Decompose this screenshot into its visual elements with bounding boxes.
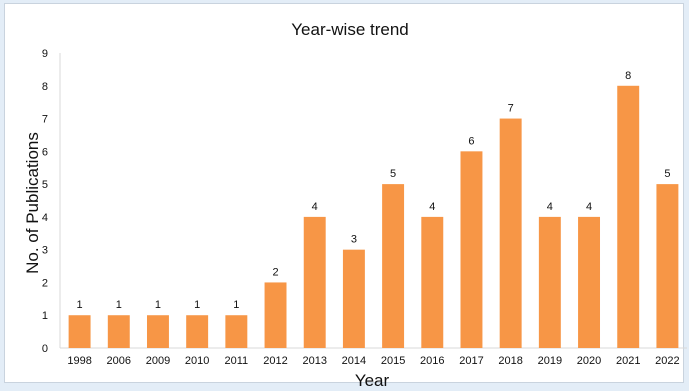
x-tick-label: 2018 bbox=[498, 355, 522, 367]
chart-title: Year-wise trend bbox=[291, 20, 409, 39]
data-label: 6 bbox=[468, 135, 474, 147]
bar bbox=[107, 315, 130, 348]
x-tick-label: 2013 bbox=[302, 355, 326, 367]
y-tick-label: 7 bbox=[42, 114, 48, 126]
bar bbox=[303, 216, 326, 348]
y-tick-label: 3 bbox=[42, 245, 48, 257]
bar bbox=[146, 315, 169, 348]
bar bbox=[264, 282, 287, 348]
data-label: 4 bbox=[547, 201, 553, 213]
data-label: 7 bbox=[508, 103, 514, 115]
bar bbox=[225, 315, 248, 348]
x-tick-label: 2020 bbox=[577, 355, 601, 367]
x-tick-label: 2014 bbox=[342, 355, 366, 367]
data-label: 3 bbox=[351, 234, 357, 246]
data-label: 4 bbox=[429, 201, 435, 213]
bar bbox=[186, 315, 209, 348]
y-tick-label: 5 bbox=[42, 179, 48, 191]
x-tick-label: 1998 bbox=[67, 355, 91, 367]
chart-frame: Year-wise trend Year No. of Publications… bbox=[4, 3, 687, 390]
y-tick-label: 6 bbox=[42, 146, 48, 158]
data-label: 1 bbox=[233, 299, 239, 311]
x-tick-label: 2015 bbox=[381, 355, 405, 367]
data-label: 2 bbox=[272, 266, 278, 278]
x-tick-label: 2011 bbox=[225, 355, 249, 367]
data-label: 4 bbox=[312, 201, 318, 213]
data-label: 5 bbox=[390, 168, 396, 180]
bar bbox=[382, 184, 405, 348]
bar bbox=[617, 85, 640, 349]
y-tick-label: 4 bbox=[42, 212, 48, 224]
x-tick-label: 2022 bbox=[655, 355, 679, 367]
bar bbox=[538, 216, 561, 348]
y-tick-label: 2 bbox=[42, 277, 48, 289]
x-tick-label: 2010 bbox=[185, 355, 209, 367]
bar bbox=[499, 118, 522, 348]
bar bbox=[68, 315, 91, 348]
y-tick-label: 8 bbox=[42, 81, 48, 93]
data-label: 1 bbox=[77, 299, 83, 311]
y-tick-label: 0 bbox=[42, 343, 48, 355]
x-tick-label: 2021 bbox=[616, 355, 640, 367]
x-axis-label: Year bbox=[355, 371, 390, 390]
bar bbox=[460, 151, 483, 348]
x-tick-label: 2019 bbox=[538, 355, 562, 367]
bar bbox=[421, 216, 444, 348]
x-tick-label: 2017 bbox=[459, 355, 483, 367]
data-label: 1 bbox=[116, 299, 122, 311]
data-label: 4 bbox=[586, 201, 592, 213]
y-tick-label: 9 bbox=[42, 48, 48, 60]
x-tick-label: 2016 bbox=[420, 355, 444, 367]
bar-chart: Year-wise trend Year No. of Publications… bbox=[23, 20, 687, 390]
data-label: 1 bbox=[155, 299, 161, 311]
data-label: 8 bbox=[625, 70, 631, 82]
y-axis-label: No. of Publications bbox=[23, 132, 42, 274]
y-tick-label: 1 bbox=[42, 310, 48, 322]
x-tick-label: 2006 bbox=[107, 355, 131, 367]
data-label: 5 bbox=[664, 168, 670, 180]
bar bbox=[342, 249, 365, 348]
data-label: 1 bbox=[194, 299, 200, 311]
x-tick-label: 2009 bbox=[146, 355, 170, 367]
plot-area: 0 1 2 3 4 5 6 7 8 9 1 1998 1 2006 1 2009 1 2010 1 2011 2 2012… bbox=[42, 48, 687, 367]
bar bbox=[578, 216, 601, 348]
bar bbox=[656, 184, 679, 348]
x-tick-label: 2012 bbox=[263, 355, 287, 367]
